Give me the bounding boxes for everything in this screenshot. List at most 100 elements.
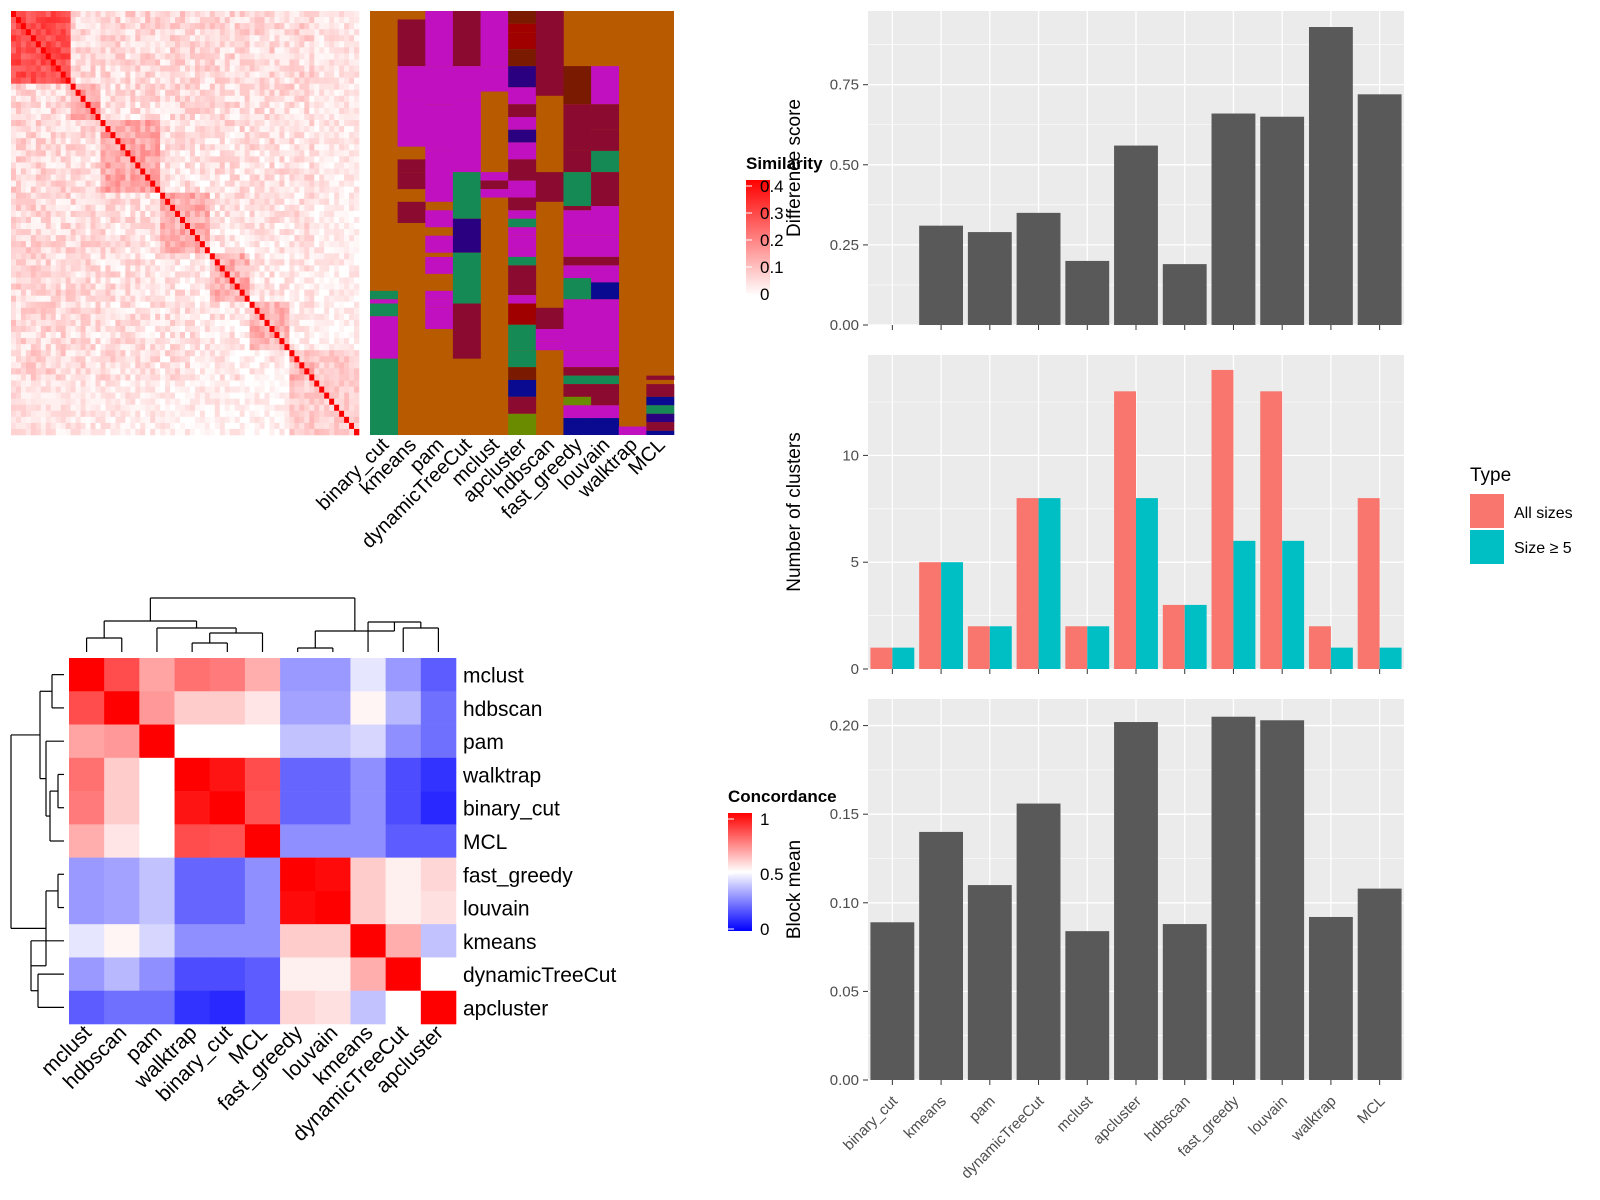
sim-cell: [279, 120, 285, 127]
sim-cell: [15, 71, 22, 78]
sim-cell: [120, 253, 126, 260]
sim-cell: [15, 168, 22, 175]
sim-cell: [209, 83, 216, 91]
sim-cell: [229, 289, 236, 296]
sim-cell: [354, 338, 360, 345]
sim-cell: [234, 223, 240, 230]
sim-cell: [304, 338, 310, 345]
sim-cell: [85, 271, 91, 278]
sim-cell: [254, 168, 260, 175]
sim-cell: [219, 83, 226, 91]
sim-cell: [339, 186, 345, 194]
sim-cell: [344, 23, 350, 30]
cluster-segment: [563, 367, 592, 376]
sim-cell: [95, 247, 101, 254]
sim-cell: [45, 289, 52, 296]
sim-cell: [269, 168, 275, 175]
sim-cell: [319, 362, 325, 369]
sim-cell: [269, 380, 275, 387]
cluster-segment: [480, 172, 509, 181]
sim-cell: [234, 138, 240, 145]
sim-cell: [145, 89, 151, 97]
sim-cell: [75, 174, 81, 181]
sim-cell: [199, 422, 206, 430]
sim-cell: [145, 120, 151, 127]
sim-cell: [20, 41, 27, 48]
sim-cell: [25, 235, 32, 242]
sim-cell: [274, 89, 280, 97]
sim-cell: [199, 428, 206, 436]
sim-cell: [344, 271, 350, 278]
sim-cell: [249, 332, 255, 339]
sim-cell: [194, 422, 201, 430]
sim-cell: [95, 23, 101, 30]
sim-cell: [95, 410, 101, 418]
sim-cell: [254, 216, 260, 224]
sim-cell: [209, 392, 216, 399]
sim-cell: [170, 404, 176, 412]
sim-cell: [150, 259, 156, 266]
sim-cell: [199, 198, 206, 206]
sim-cell: [354, 11, 360, 18]
sim-cell: [185, 204, 191, 212]
sim-cell: [140, 23, 146, 30]
sim-cell: [30, 344, 37, 351]
sim-cell: [11, 65, 17, 72]
sim-cell: [105, 374, 111, 381]
sim-cell: [219, 386, 226, 393]
sim-cell: [70, 428, 76, 436]
sim-cell: [339, 247, 345, 254]
sim-cell: [264, 107, 270, 115]
sim-cell: [259, 41, 265, 48]
sim-cell: [40, 216, 47, 224]
sim-cell: [254, 404, 260, 412]
sim-cell: [65, 17, 71, 24]
sim-cell: [145, 150, 151, 157]
sim-cell: [145, 174, 151, 181]
sim-cell: [70, 386, 76, 393]
sim-cell: [70, 350, 76, 357]
sim-cell: [105, 144, 111, 151]
sim-cell: [284, 23, 290, 30]
sim-cell: [264, 59, 270, 66]
sim-cell: [194, 241, 201, 248]
sim-cell: [204, 180, 211, 187]
sim-cell: [160, 101, 166, 109]
sim-cell: [254, 295, 260, 303]
sim-cell: [100, 126, 106, 133]
sim-cell: [105, 83, 111, 91]
cluster-segment: [397, 201, 426, 223]
sim-cell: [65, 150, 71, 157]
sim-cell: [209, 271, 216, 278]
sim-cell: [125, 95, 131, 103]
sim-cell: [284, 53, 290, 60]
sim-cell: [155, 319, 161, 327]
cluster-segment: [425, 307, 454, 329]
sim-cell: [209, 198, 216, 206]
sim-cell: [70, 174, 76, 181]
sim-cell: [194, 144, 201, 151]
sim-cell: [30, 11, 37, 18]
sim-cell: [204, 150, 211, 157]
sim-cell: [339, 120, 345, 127]
sim-cell: [209, 428, 216, 436]
sim-cell: [130, 186, 136, 194]
sim-cell: [334, 295, 340, 303]
sim-cell: [254, 380, 260, 387]
sim-cell: [199, 247, 206, 254]
sim-cell: [150, 89, 156, 97]
sim-cell: [50, 95, 57, 103]
sim-cell: [274, 307, 280, 315]
sim-cell: [279, 77, 285, 84]
sim-cell: [254, 319, 260, 327]
sim-cell: [35, 17, 42, 24]
sim-cell: [11, 235, 17, 242]
sim-cell: [284, 241, 290, 248]
sim-cell: [185, 132, 191, 139]
sim-cell: [115, 168, 121, 175]
sim-cell: [160, 295, 166, 303]
sim-cell: [85, 223, 91, 230]
sim-cell: [85, 259, 91, 266]
sim-cell: [115, 162, 121, 169]
sim-cell: [25, 416, 32, 424]
